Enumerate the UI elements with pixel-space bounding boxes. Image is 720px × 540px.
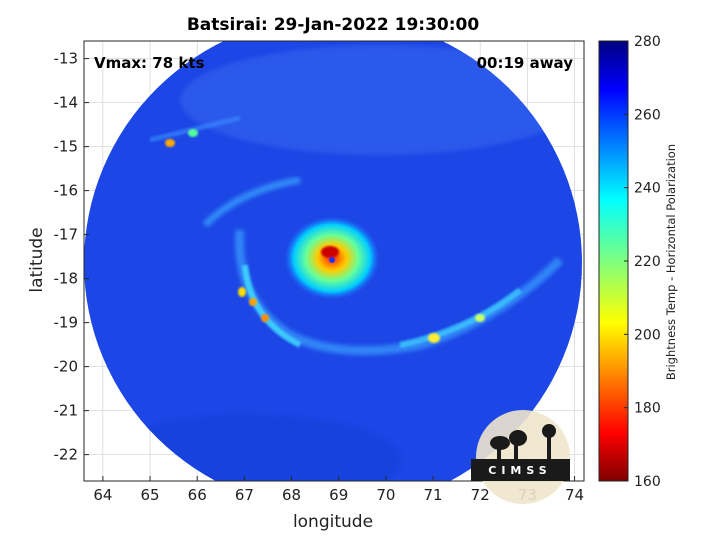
y-tick-label: -20 xyxy=(54,358,79,376)
x-tick-label: 70 xyxy=(376,486,395,504)
colorbar-ticks: 280 260 240 220 200 180 160 xyxy=(624,34,661,490)
x-tick-label: 64 xyxy=(93,486,112,504)
x-tick-label: 66 xyxy=(188,486,207,504)
colorbar xyxy=(598,40,629,482)
y-tick-label: -16 xyxy=(54,182,79,200)
colorbar-tick-label: 260 xyxy=(634,107,661,123)
y-tick-label: -13 xyxy=(54,50,79,68)
x-axis-label: longitude xyxy=(293,512,373,532)
colorbar-tick-label: 180 xyxy=(634,401,661,417)
cimss-logo: CIMSS xyxy=(471,410,570,504)
x-tick-label: 71 xyxy=(424,486,443,504)
y-tick-label: -22 xyxy=(54,446,79,464)
axes-frame xyxy=(83,40,585,482)
x-tick-label: 67 xyxy=(235,486,254,504)
x-tick-label: 74 xyxy=(565,486,584,504)
x-tick-label: 65 xyxy=(140,486,159,504)
colorbar-tick-label: 200 xyxy=(634,327,661,343)
logo-text: CIMSS xyxy=(488,464,551,477)
colorbar-label: Brightness Temp - Horizontal Polarizatio… xyxy=(664,144,678,380)
x-tick-label: 69 xyxy=(329,486,348,504)
x-tick-label: 68 xyxy=(282,486,301,504)
colorbar-tick-label: 280 xyxy=(634,34,661,50)
y-tick-label: -15 xyxy=(54,138,79,156)
x-tick-label: 72 xyxy=(471,486,490,504)
colorbar-tick-label: 240 xyxy=(634,181,661,197)
y-axis-ticks: -13 -14 -15 -16 -17 -18 -19 -20 -21 -22 xyxy=(54,50,89,464)
brightness-temperature-swath xyxy=(84,41,582,481)
y-axis-label: latitude xyxy=(27,227,47,292)
colorbar-tick-label: 220 xyxy=(634,254,661,270)
time-offset-annotation: 00:19 away xyxy=(477,54,574,72)
colorbar-tick-label: 160 xyxy=(634,474,661,490)
y-tick-label: -17 xyxy=(54,226,79,244)
y-tick-label: -18 xyxy=(54,270,79,288)
vmax-annotation: Vmax: 78 kts xyxy=(94,54,204,72)
y-tick-label: -21 xyxy=(54,402,79,420)
y-tick-label: -19 xyxy=(54,314,79,332)
y-tick-label: -14 xyxy=(54,94,79,112)
chart-title: Batsirai: 29-Jan-2022 19:30:00 xyxy=(187,15,480,35)
